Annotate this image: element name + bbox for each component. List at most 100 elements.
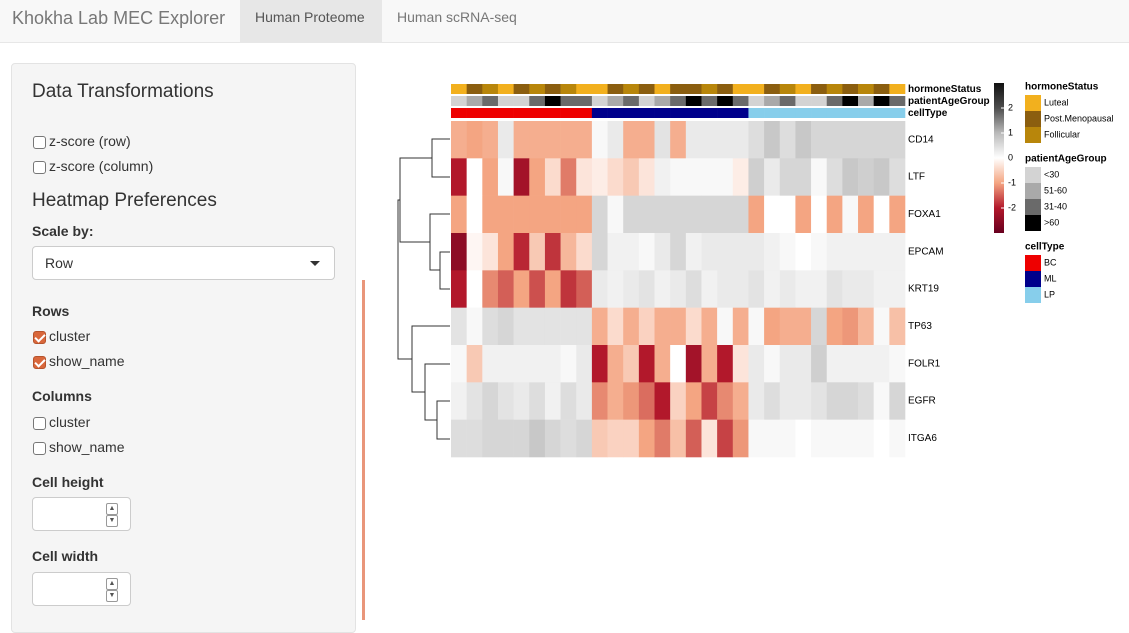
checkbox[interactable]: z-score (column) — [33, 158, 153, 174]
heatmap-cell — [685, 158, 702, 196]
legend-label: 31-40 — [1044, 201, 1067, 211]
annotation-cell — [858, 84, 874, 94]
heatmap-cell — [826, 307, 843, 346]
heatmap-cell — [560, 121, 577, 159]
heatmap-cell — [560, 270, 577, 308]
annotation-cell — [701, 108, 718, 118]
heatmap-cell — [654, 419, 671, 458]
checkbox-box[interactable] — [33, 356, 46, 369]
heatmap-cell — [717, 382, 734, 420]
annotation-cell — [513, 96, 530, 106]
heatmap-cell — [497, 345, 514, 383]
heatmap-cell — [842, 382, 859, 420]
heatmap-cell — [560, 158, 577, 196]
heatmap-cell — [701, 419, 718, 458]
heatmap-cell — [466, 121, 483, 159]
heatmap-cell — [842, 195, 859, 234]
checkbox-box[interactable] — [33, 331, 46, 344]
annotation-cell — [451, 108, 467, 118]
annotation-cell — [638, 96, 655, 106]
heatmap-cell — [732, 195, 749, 234]
heatmap-cell — [858, 419, 874, 458]
heatmap-cell — [826, 195, 843, 234]
heatmap-cell — [732, 158, 749, 196]
heatmap-cell — [811, 121, 828, 159]
scrollbar[interactable] — [362, 280, 365, 620]
heatmap-cell — [451, 419, 467, 458]
spin-up[interactable]: ▲ — [106, 578, 118, 590]
heatmap-cell — [889, 419, 906, 458]
annotation-cell — [466, 84, 483, 94]
spin-down[interactable]: ▼ — [106, 590, 118, 602]
annotation-cell — [497, 108, 514, 118]
heatmap-cell — [748, 382, 765, 420]
spin-up[interactable]: ▲ — [106, 503, 118, 515]
legend-swatch — [1025, 183, 1041, 199]
number-input[interactable]: ▲ ▼ — [32, 572, 131, 606]
heatmap-cell — [576, 345, 593, 383]
heatmap-cell — [607, 382, 624, 420]
heatmap-cell — [513, 270, 530, 308]
heatmap-cell — [529, 307, 546, 346]
annotation-cell — [591, 108, 608, 118]
heatmap-cell — [451, 195, 467, 234]
annotation-cell — [826, 84, 843, 94]
heatmap-cell — [654, 158, 671, 196]
legend-tick-label: 1 — [1008, 127, 1013, 137]
heatmap-cell — [685, 121, 702, 159]
heatmap-cell — [654, 233, 671, 271]
annotation-cell — [576, 108, 593, 118]
legend-label: LP — [1044, 289, 1055, 299]
annotation-cell — [513, 84, 530, 94]
heatmap-cell — [717, 270, 734, 308]
heatmap-cell — [466, 270, 483, 308]
checkbox[interactable]: z-score (row) — [33, 133, 131, 149]
heatmap-cell — [466, 233, 483, 271]
heatmap-cell — [607, 345, 624, 383]
checkbox[interactable]: show_name — [33, 439, 125, 455]
heatmap-cell — [451, 270, 467, 308]
heatmap-cell — [889, 158, 906, 196]
legend-swatch — [1025, 127, 1041, 143]
annotation-cell — [717, 96, 734, 106]
tab[interactable]: Human Proteome — [240, 0, 382, 42]
heatmap-cell — [497, 382, 514, 420]
annotation-cell — [717, 108, 734, 118]
heatmap-cell — [623, 419, 640, 458]
heatmap-cell — [826, 419, 843, 458]
tab[interactable]: Human scRNA-seq — [397, 9, 517, 25]
heatmap-cell — [591, 382, 608, 420]
checkbox-box[interactable] — [33, 136, 46, 149]
annotation-cell — [858, 108, 874, 118]
select[interactable]: Row — [32, 246, 335, 280]
spin-down[interactable]: ▼ — [106, 515, 118, 527]
heatmap-cell — [482, 121, 499, 159]
number-input[interactable]: ▲ ▼ — [32, 497, 131, 531]
checkbox[interactable]: cluster — [33, 328, 90, 344]
annotation-cell — [842, 96, 859, 106]
heatmap-cell — [513, 158, 530, 196]
annotation-cell — [529, 96, 546, 106]
heatmap-cell — [529, 121, 546, 159]
heatmap-cell — [513, 195, 530, 234]
heatmap-cell — [544, 382, 561, 420]
heatmap-cell — [497, 307, 514, 346]
checkbox-box[interactable] — [33, 417, 46, 430]
checkbox-box[interactable] — [33, 161, 46, 174]
checkbox[interactable]: cluster — [33, 414, 90, 430]
annotation-cell — [764, 108, 781, 118]
row-label: CD14 — [908, 134, 934, 145]
legend-label: >60 — [1044, 217, 1059, 227]
annotation-cell — [748, 96, 765, 106]
heatmap-cell — [513, 382, 530, 420]
checkbox[interactable]: show_name — [33, 353, 125, 369]
heatmap-cell — [670, 121, 687, 159]
annotation-cell — [497, 84, 514, 94]
heatmap-cell — [497, 195, 514, 234]
legend-label: ML — [1044, 273, 1057, 283]
annotation-cell — [560, 96, 577, 106]
annotation-cell — [873, 84, 890, 94]
color-bar — [994, 83, 1004, 233]
heatmap-cell — [826, 121, 843, 159]
checkbox-box[interactable] — [33, 442, 46, 455]
